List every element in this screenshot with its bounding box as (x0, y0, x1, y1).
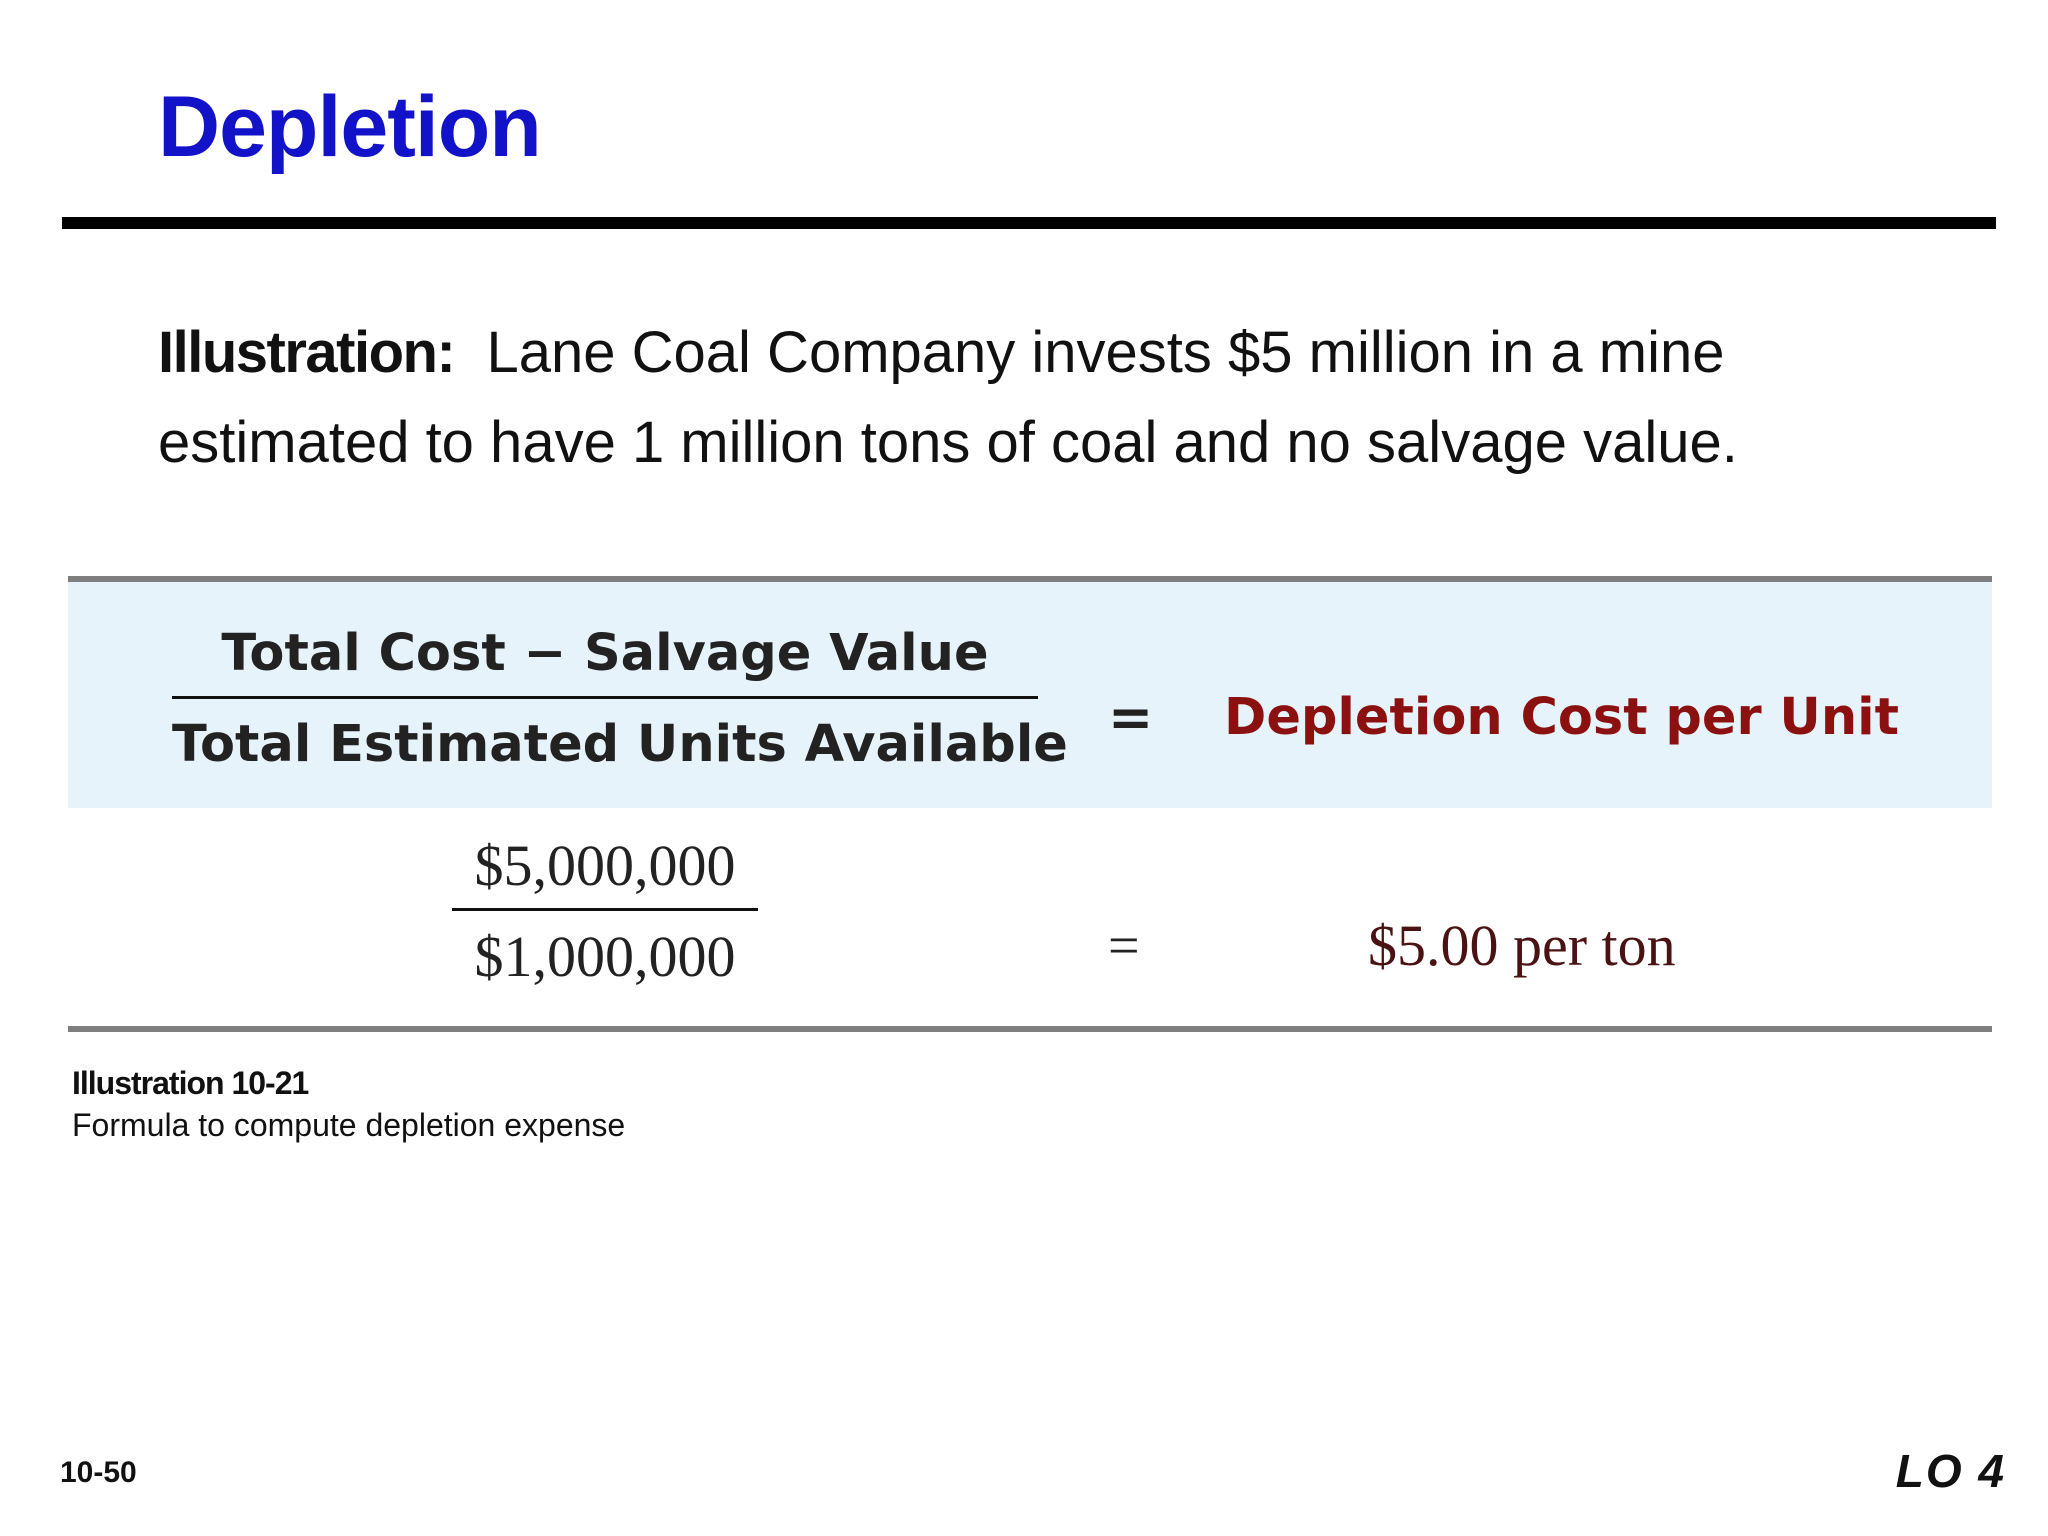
intro-lead: Illustration: (158, 320, 456, 385)
specific-fraction-bar (452, 908, 758, 911)
page-number: 10-50 (60, 1456, 137, 1489)
slide-title: Depletion (158, 79, 542, 175)
depletion-formula-panel: Total Cost − Salvage Value Total Estimat… (68, 576, 1992, 1032)
general-numerator: Total Cost − Salvage Value (221, 624, 989, 683)
general-equals-sign: = (1108, 686, 1154, 749)
general-fraction-bar (172, 696, 1038, 699)
learning-objective-tag: LO 4 (1895, 1445, 2006, 1497)
specific-result: $5.00 per ton (1368, 913, 1676, 978)
caption-text: Formula to compute depletion expense (72, 1107, 626, 1143)
specific-denominator: $1,000,000 (474, 924, 736, 989)
illustration-caption: Illustration 10-21 Formula to compute de… (72, 1062, 625, 1146)
formula-general-band (68, 582, 1992, 808)
general-denominator: Total Estimated Units Available (172, 715, 1068, 774)
general-result: Depletion Cost per Unit (1224, 688, 1900, 747)
caption-title: Illustration 10-21 (72, 1065, 309, 1101)
general-fraction: Total Cost − Salvage Value Total Estimat… (172, 618, 1068, 781)
intro-paragraph: Illustration: Lane Coal Company invests … (158, 308, 1978, 488)
formula-bottom-rule (68, 1026, 1992, 1032)
title-divider (62, 217, 1996, 229)
specific-fraction: $5,000,000 $1,000,000 (452, 830, 758, 993)
intro-text: Lane Coal Company invests $5 million in … (158, 320, 1738, 475)
formula-top-rule (68, 576, 1992, 582)
specific-numerator: $5,000,000 (474, 833, 736, 898)
specific-equals-sign: = (1108, 915, 1140, 977)
